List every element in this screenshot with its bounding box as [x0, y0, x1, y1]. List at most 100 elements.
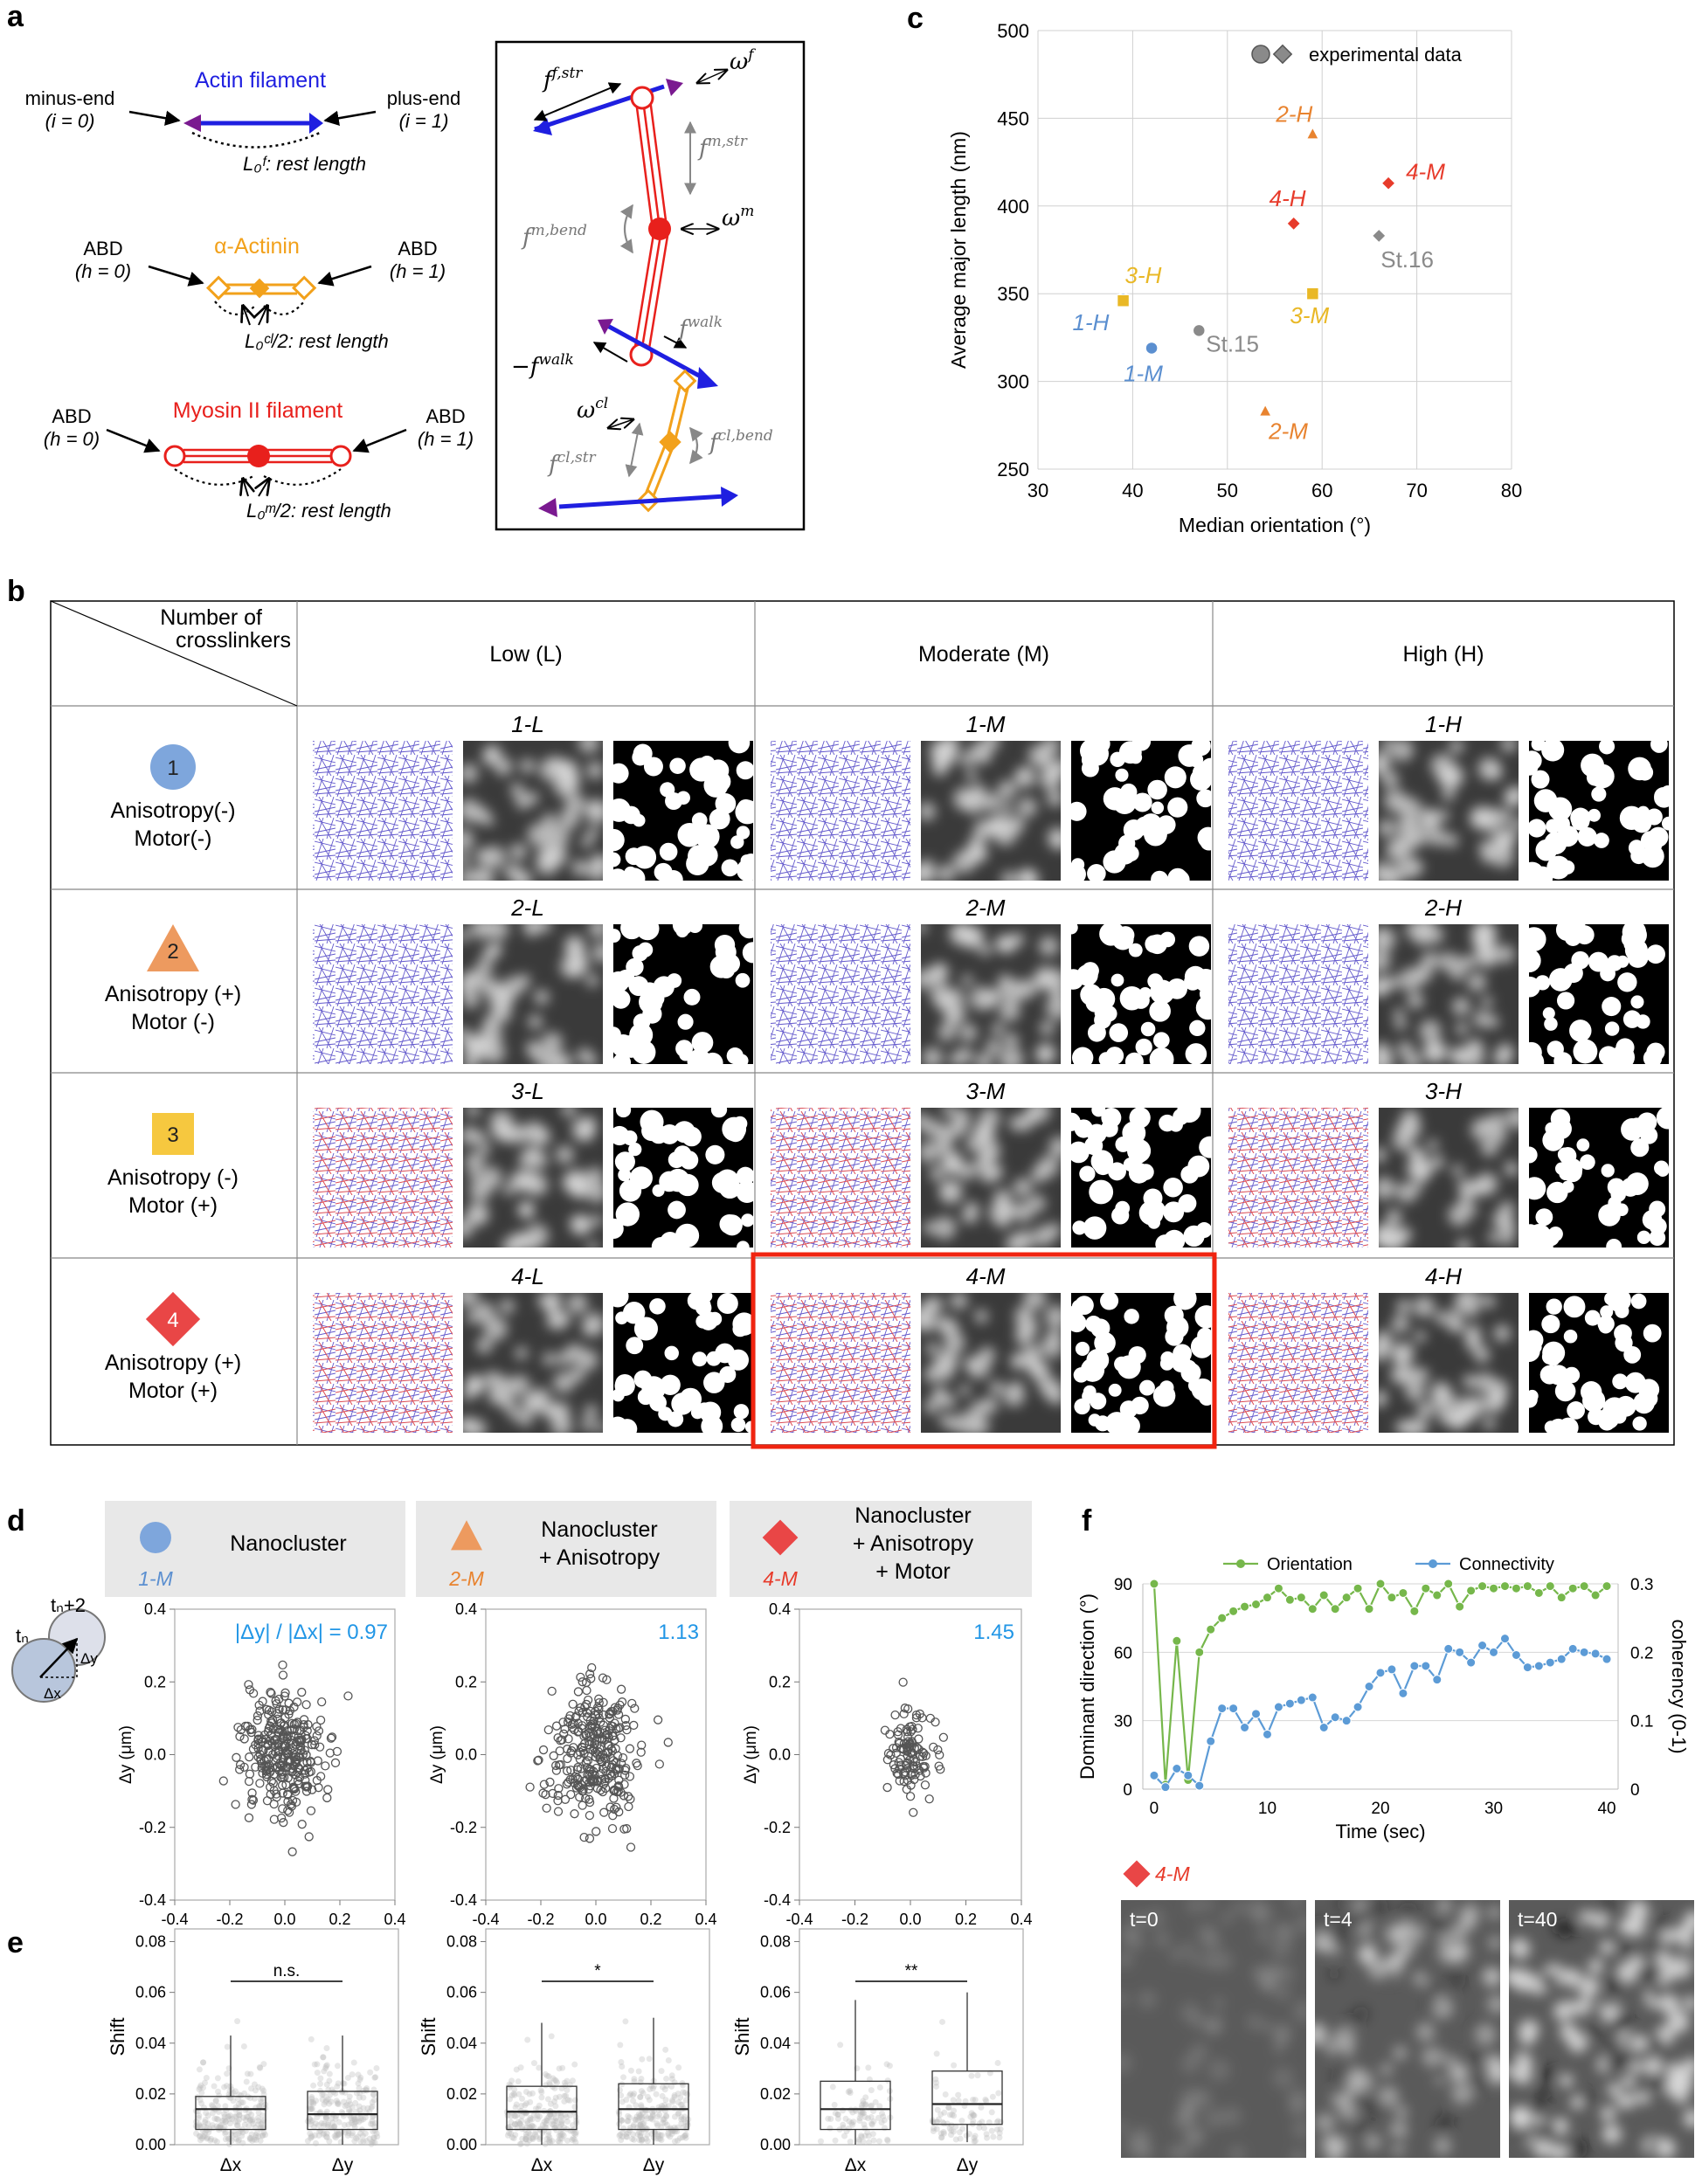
f-frame-label: t=0	[1130, 1908, 1159, 1931]
e-jitter-point	[356, 2118, 363, 2125]
d-point	[274, 1759, 285, 1769]
d-point	[269, 1769, 279, 1780]
actinin-rest-curve-l	[214, 301, 256, 315]
d-xtick: 0.2	[640, 1911, 661, 1928]
panel-label-a: a	[7, 0, 24, 33]
e-jitter-point	[937, 2130, 944, 2137]
e-jitter-point	[229, 2115, 236, 2122]
e-jitter-point	[527, 2131, 534, 2138]
tn-label: tₙ	[16, 1625, 29, 1647]
d-point	[919, 1763, 929, 1773]
e-jitter-point	[635, 2111, 642, 2118]
e-jitter-point	[204, 2134, 211, 2141]
d-xtick: -0.2	[216, 1911, 243, 1928]
e-jitter-point	[678, 2113, 685, 2120]
e-jitter-point	[259, 2132, 266, 2139]
d-point	[326, 1733, 336, 1743]
e-jitter-point	[322, 2063, 329, 2070]
e-jitter-point	[556, 2132, 563, 2139]
e-jitter-point	[626, 2127, 633, 2134]
e-jitter-point	[662, 2046, 669, 2053]
network-image	[313, 741, 453, 881]
e-jitter-point	[248, 2111, 255, 2118]
e-jitter-point	[654, 2132, 661, 2139]
e-jitter-point	[201, 2079, 208, 2086]
f-point	[1466, 1586, 1477, 1596]
e-jitter-point	[675, 2098, 681, 2105]
e-jitter-point	[228, 2086, 235, 2093]
d-point	[312, 1722, 322, 1731]
d-point	[903, 1704, 913, 1714]
e-jitter-point	[369, 2118, 376, 2125]
myosin-rest-label: L₀ᵐ/2: rest length	[246, 500, 391, 522]
f-ytick-right: 0	[1630, 1781, 1640, 1800]
e-jitter-point	[518, 2118, 525, 2125]
network-image	[771, 1293, 910, 1433]
d-point	[889, 1744, 898, 1753]
d-point	[563, 1753, 572, 1764]
d-ytick: 0.2	[769, 1673, 791, 1690]
e-jitter-point	[994, 2059, 1001, 2066]
e-jitter-point	[550, 2121, 557, 2128]
e-jitter-point	[649, 2085, 656, 2092]
e-jitter-point	[256, 2102, 263, 2109]
e-jitter-point	[856, 2118, 863, 2125]
d-point	[283, 1745, 293, 1755]
e-jitter-point	[548, 2033, 555, 2040]
d-point	[582, 1699, 592, 1710]
e-jitter-point	[326, 2077, 333, 2084]
e-jitter-point	[258, 2098, 265, 2105]
e-jitter-point	[968, 2072, 975, 2079]
d-point	[578, 1800, 587, 1810]
e-jitter-point	[335, 2099, 342, 2106]
f-point	[1579, 1581, 1589, 1592]
e-jitter-point	[649, 2116, 656, 2123]
blurred-image	[921, 1108, 1061, 1248]
e-jitter-point	[532, 2105, 539, 2112]
c-point-St.16	[1371, 227, 1387, 244]
e-jitter-point	[561, 2079, 568, 2086]
e-jitter-point	[630, 2121, 637, 2128]
e-jitter-point	[958, 2118, 965, 2125]
e-jitter-point	[878, 2119, 885, 2126]
cell-title: 3-M	[966, 1078, 1006, 1104]
e-jitter-point	[321, 2091, 328, 2098]
d-point	[285, 1757, 295, 1766]
f-point	[1273, 1702, 1283, 1712]
d-point	[585, 1794, 594, 1804]
e-jitter-point	[209, 2110, 216, 2117]
e-jitter-point	[940, 2130, 947, 2137]
e-jitter-point	[249, 2137, 256, 2144]
e-jitter-point	[534, 2112, 541, 2119]
d-point	[538, 1745, 549, 1755]
e-jitter-point	[550, 2075, 557, 2082]
e-jitter-point	[623, 2133, 630, 2140]
e-jitter-point	[638, 2129, 645, 2136]
d-ytick: -0.2	[450, 1819, 477, 1836]
actinin-rest-curve-r	[263, 301, 305, 315]
e-jitter-point	[332, 2090, 339, 2097]
e-jitter-point	[681, 2132, 688, 2139]
d-point	[585, 1731, 595, 1741]
e-jitter-point	[946, 2111, 953, 2118]
e-jitter-point	[230, 2098, 237, 2105]
f-point	[1477, 1581, 1488, 1592]
f-point	[1206, 1624, 1216, 1635]
d-point	[330, 1758, 341, 1768]
e-jitter-point	[553, 2115, 560, 2122]
f-point	[1556, 1593, 1567, 1603]
e-ytick: 0.04	[760, 2035, 791, 2052]
e-jitter-point	[517, 2064, 524, 2071]
d-point	[585, 1721, 595, 1731]
e-jitter-point	[316, 2080, 323, 2087]
d-point	[297, 1735, 307, 1745]
e-jitter-point	[980, 2125, 987, 2132]
d-point	[573, 1774, 583, 1785]
e-jitter-point	[236, 2111, 243, 2118]
d-point	[901, 1771, 910, 1780]
e-jitter-point	[544, 2096, 551, 2103]
d-point	[315, 1715, 326, 1725]
d-point	[553, 1796, 563, 1806]
e-jitter-point	[636, 2122, 643, 2129]
e-jitter-point	[558, 2135, 565, 2142]
